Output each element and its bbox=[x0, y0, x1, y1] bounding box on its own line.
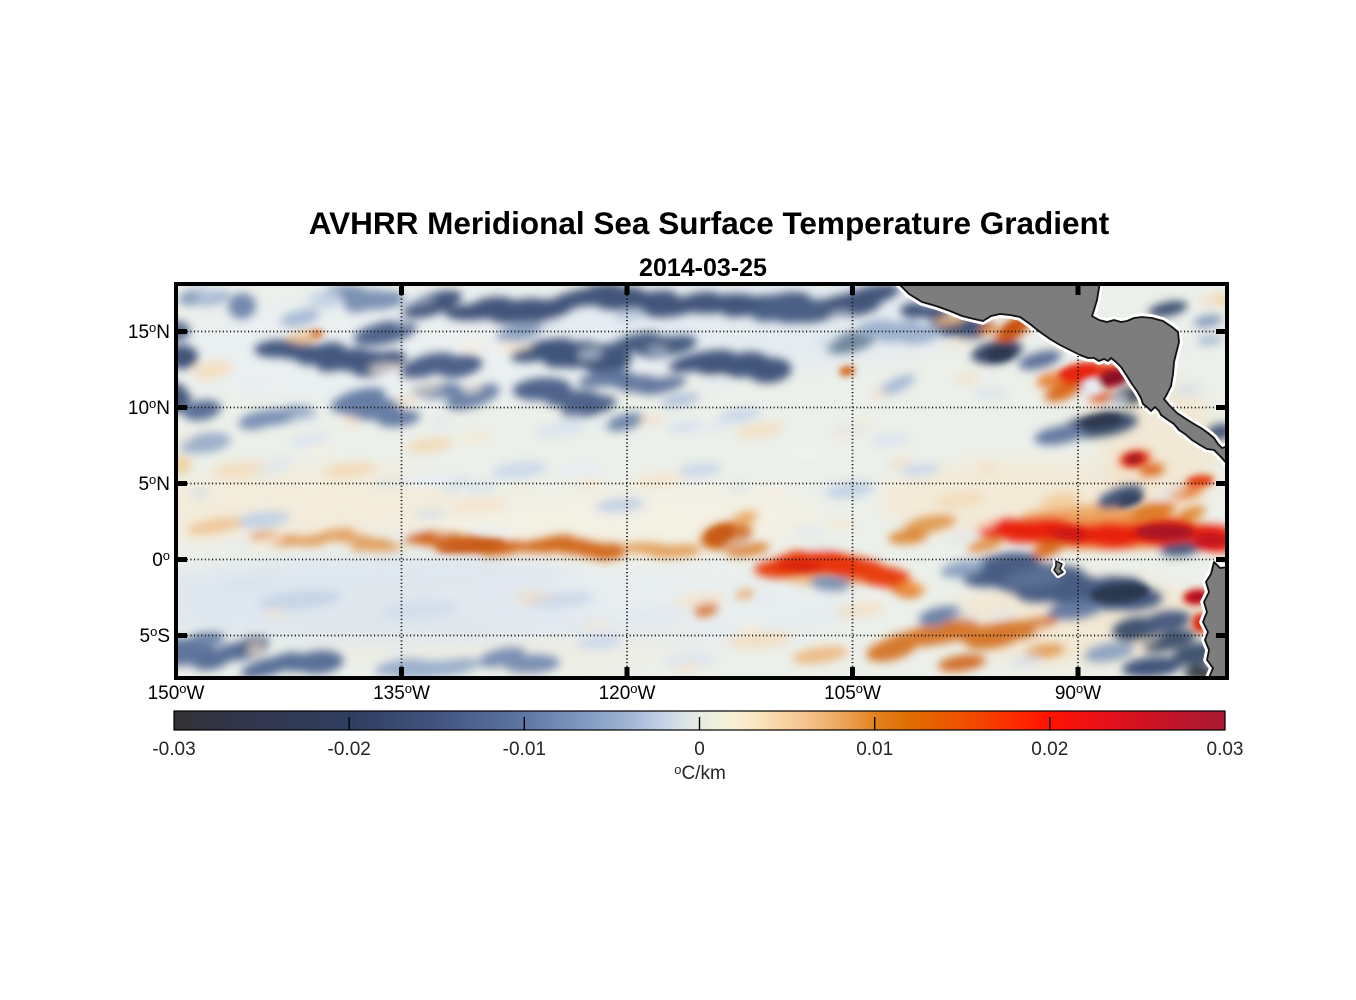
svg-text:150oW: 150oW bbox=[148, 681, 205, 704]
svg-text:10oN: 10oN bbox=[128, 396, 170, 419]
svg-text:5oS: 5oS bbox=[140, 624, 171, 647]
svg-text:15oN: 15oN bbox=[128, 320, 170, 343]
svg-text:135oW: 135oW bbox=[373, 681, 430, 704]
svg-text:2014-03-25: 2014-03-25 bbox=[639, 254, 767, 282]
svg-text:-0.02: -0.02 bbox=[328, 739, 371, 760]
svg-text:105oW: 105oW bbox=[824, 681, 881, 704]
svg-text:90oW: 90oW bbox=[1055, 681, 1101, 704]
svg-text:5oN: 5oN bbox=[138, 472, 170, 495]
svg-text:-0.03: -0.03 bbox=[152, 739, 195, 760]
svg-text:0.01: 0.01 bbox=[856, 739, 893, 760]
svg-text:-0.01: -0.01 bbox=[503, 739, 546, 760]
svg-text:oC/km: oC/km bbox=[674, 762, 726, 784]
svg-text:0.02: 0.02 bbox=[1031, 739, 1068, 760]
svg-text:0: 0 bbox=[694, 739, 705, 760]
svg-text:120oW: 120oW bbox=[599, 681, 656, 704]
svg-text:AVHRR Meridional Sea Surface T: AVHRR Meridional Sea Surface Temperature… bbox=[309, 205, 1110, 241]
svg-text:0.03: 0.03 bbox=[1207, 739, 1244, 760]
